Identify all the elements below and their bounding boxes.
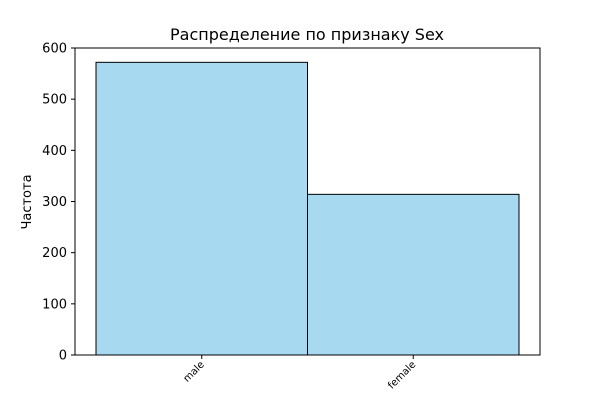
y-tick-label: 0: [59, 349, 67, 364]
y-tick-label: 200: [42, 246, 67, 261]
y-tick-label: 500: [42, 93, 67, 108]
x-tick-label-male: male: [182, 359, 207, 384]
y-tick-label: 600: [42, 42, 67, 57]
y-axis-label: Частота: [20, 174, 35, 229]
chart-title: Распределение по признаку Sex: [170, 25, 444, 44]
y-tick-label: 100: [42, 297, 67, 312]
bars-group: [95, 61, 520, 356]
y-tick-label: 400: [42, 144, 67, 159]
bar-female: [307, 193, 520, 356]
y-tick-label: 300: [42, 195, 67, 210]
y-axis: 0 100 200 300 400 500 600: [42, 42, 75, 364]
bar-male: [95, 61, 308, 356]
x-axis: male female: [182, 355, 418, 392]
x-tick-label-female: female: [386, 359, 418, 391]
